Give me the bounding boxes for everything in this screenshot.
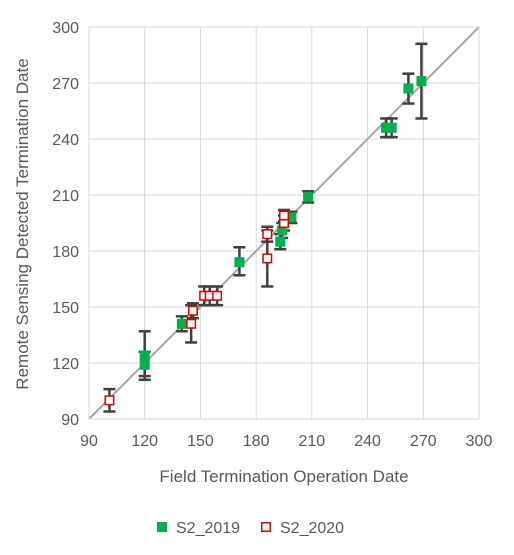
y-tick-label: 240 (52, 132, 79, 149)
s2-2020-point (262, 229, 273, 240)
data-markers (104, 76, 427, 406)
y-tick-label: 300 (52, 20, 79, 37)
y-tick-label: 150 (52, 300, 79, 317)
x-tick-label: 150 (187, 433, 214, 450)
s2-2019-point (403, 83, 414, 94)
s2-2019-point (139, 359, 150, 370)
gridlines (88, 26, 480, 420)
y-axis-title: Remote Sensing Detected Termination Date (13, 58, 32, 389)
legend: S2_2019 S2_2020 (157, 520, 344, 537)
x-tick-label: 90 (80, 433, 98, 450)
s2-2020-point (104, 395, 115, 406)
legend-marker-s2-2020 (261, 522, 271, 532)
s2-2020-point (212, 290, 223, 301)
y-axis-ticks: 90 120 150 180 210 240 270 300 (52, 20, 79, 429)
legend-label: S2_2019 (176, 520, 240, 537)
s2-2019-point (416, 76, 427, 87)
s2-2019-point (176, 318, 187, 329)
s2-2019-point (275, 236, 286, 247)
s2-2019-point (381, 122, 392, 133)
y-tick-label: 180 (52, 244, 79, 261)
plot-area-border (88, 26, 480, 420)
x-axis-ticks: 90 120 150 180 210 240 270 300 (80, 433, 492, 450)
x-axis-title: Field Termination Operation Date (159, 467, 408, 486)
y-tick-label: 90 (61, 412, 79, 429)
legend-marker-s2-2019 (157, 522, 167, 532)
x-tick-label: 240 (354, 433, 381, 450)
x-tick-label: 120 (131, 433, 158, 450)
x-tick-label: 270 (410, 433, 437, 450)
x-tick-label: 180 (243, 433, 270, 450)
y-tick-label: 210 (52, 188, 79, 205)
s2-2019-point (139, 350, 150, 361)
s2-2019-point (234, 257, 245, 268)
s2-2019-point (277, 225, 288, 236)
s2-2020-point (262, 253, 273, 264)
legend-label: S2_2020 (280, 520, 344, 537)
s2-2020-point (279, 210, 289, 221)
s2-2020-point (188, 305, 198, 316)
x-tick-label: 210 (299, 433, 326, 450)
y-tick-label: 120 (52, 356, 79, 373)
s2-2019-point (386, 122, 397, 133)
s2-2020-point (186, 318, 197, 329)
s2-2019-point (303, 191, 314, 202)
x-tick-label: 300 (466, 433, 493, 450)
s2-2019-point (286, 212, 297, 223)
y-tick-label: 270 (52, 76, 79, 93)
